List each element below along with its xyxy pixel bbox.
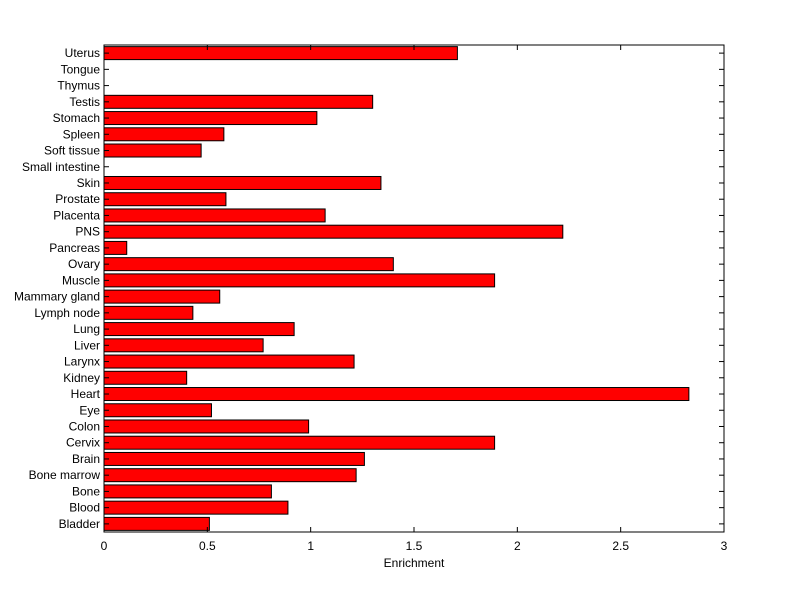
y-tick-label-cervix: Cervix bbox=[66, 436, 100, 450]
y-tick-label-bone: Bone bbox=[72, 484, 100, 498]
x-tick-labels: 0 0.5 1 1.5 2 2.5 3 bbox=[101, 539, 728, 553]
y-tick-label-small-intestine: Small intestine bbox=[22, 160, 100, 174]
y-tick-label-brain: Brain bbox=[72, 452, 100, 466]
y-tick-label-mammary-gland: Mammary gland bbox=[14, 290, 100, 304]
x-tick-label-0: 0 bbox=[101, 539, 108, 553]
y-tick-label-uterus: Uterus bbox=[65, 46, 100, 60]
y-tick-label-bone-marrow: Bone marrow bbox=[29, 468, 101, 482]
x-tick-label-1: 0.5 bbox=[199, 539, 216, 553]
y-tick-label-muscle: Muscle bbox=[62, 273, 100, 287]
bar-brain bbox=[103, 451, 365, 466]
y-tick-label-eye: Eye bbox=[79, 403, 100, 417]
plot-background bbox=[104, 45, 724, 532]
bar-liver bbox=[103, 338, 264, 353]
bar-larynx bbox=[103, 354, 355, 369]
plot-frame bbox=[103, 44, 725, 533]
bar-colon bbox=[103, 419, 310, 434]
bar-mammary-gland bbox=[103, 289, 221, 304]
bar-heart bbox=[103, 387, 690, 402]
y-tick-label-bladder: Bladder bbox=[59, 517, 100, 531]
y-tick-label-testis: Testis bbox=[69, 95, 100, 109]
x-tick-label-5: 2.5 bbox=[612, 539, 629, 553]
y-tick-label-soft-tissue: Soft tissue bbox=[44, 144, 100, 158]
y-tick-label-lung: Lung bbox=[73, 322, 100, 336]
y-tick-label-skin: Skin bbox=[77, 176, 100, 190]
y-tick-label-ovary: Ovary bbox=[68, 257, 100, 271]
x-tick-label-4: 2 bbox=[514, 539, 521, 553]
bar-ovary bbox=[103, 257, 394, 272]
bar-spleen bbox=[103, 127, 225, 142]
bar-muscle bbox=[103, 273, 496, 288]
bar-skin bbox=[103, 175, 382, 190]
x-tick-label-2: 1 bbox=[307, 539, 314, 553]
bar-testis bbox=[103, 94, 374, 109]
y-tick-label-stomach: Stomach bbox=[53, 111, 100, 125]
bar-pns bbox=[103, 224, 564, 239]
bar-stomach bbox=[103, 111, 318, 126]
y-tick-label-liver: Liver bbox=[74, 338, 100, 352]
bar-placenta bbox=[103, 208, 326, 223]
x-tick-label-3: 1.5 bbox=[406, 539, 423, 553]
y-tick-label-larynx: Larynx bbox=[64, 355, 100, 369]
y-tick-label-spleen: Spleen bbox=[63, 127, 100, 141]
bar-uterus bbox=[103, 46, 458, 61]
bar-blood bbox=[103, 500, 289, 515]
y-tick-label-placenta: Placenta bbox=[53, 208, 100, 222]
ticks-group bbox=[103, 45, 725, 532]
bar-kidney bbox=[103, 370, 188, 385]
y-tick-label-pancreas: Pancreas bbox=[49, 241, 100, 255]
bar-lung bbox=[103, 322, 295, 337]
y-tick-label-tongue: Tongue bbox=[61, 62, 101, 76]
x-tick-label-6: 3 bbox=[721, 539, 728, 553]
y-tick-label-lymph-node: Lymph node bbox=[34, 306, 100, 320]
bar-bone-marrow bbox=[103, 468, 357, 483]
y-tick-label-heart: Heart bbox=[71, 387, 101, 401]
bar-prostate bbox=[103, 192, 227, 207]
bar-bladder bbox=[103, 516, 210, 531]
y-tick-label-blood: Blood bbox=[69, 501, 100, 515]
y-tick-label-kidney: Kidney bbox=[63, 371, 100, 385]
x-axis-title: Enrichment bbox=[384, 556, 445, 570]
y-tick-label-pns: PNS bbox=[75, 225, 100, 239]
y-tick-label-colon: Colon bbox=[69, 419, 100, 433]
bar-cervix bbox=[103, 435, 496, 450]
bar-eye bbox=[103, 403, 212, 418]
y-tick-label-thymus: Thymus bbox=[57, 79, 100, 93]
y-tick-labels: Uterus Tongue Thymus Testis Stomach Spleen Sof… bbox=[14, 46, 101, 531]
bar-soft-tissue bbox=[103, 143, 202, 158]
bar-bone bbox=[103, 484, 272, 499]
bar-lymph-node bbox=[103, 305, 194, 320]
y-tick-label-prostate: Prostate bbox=[55, 192, 100, 206]
